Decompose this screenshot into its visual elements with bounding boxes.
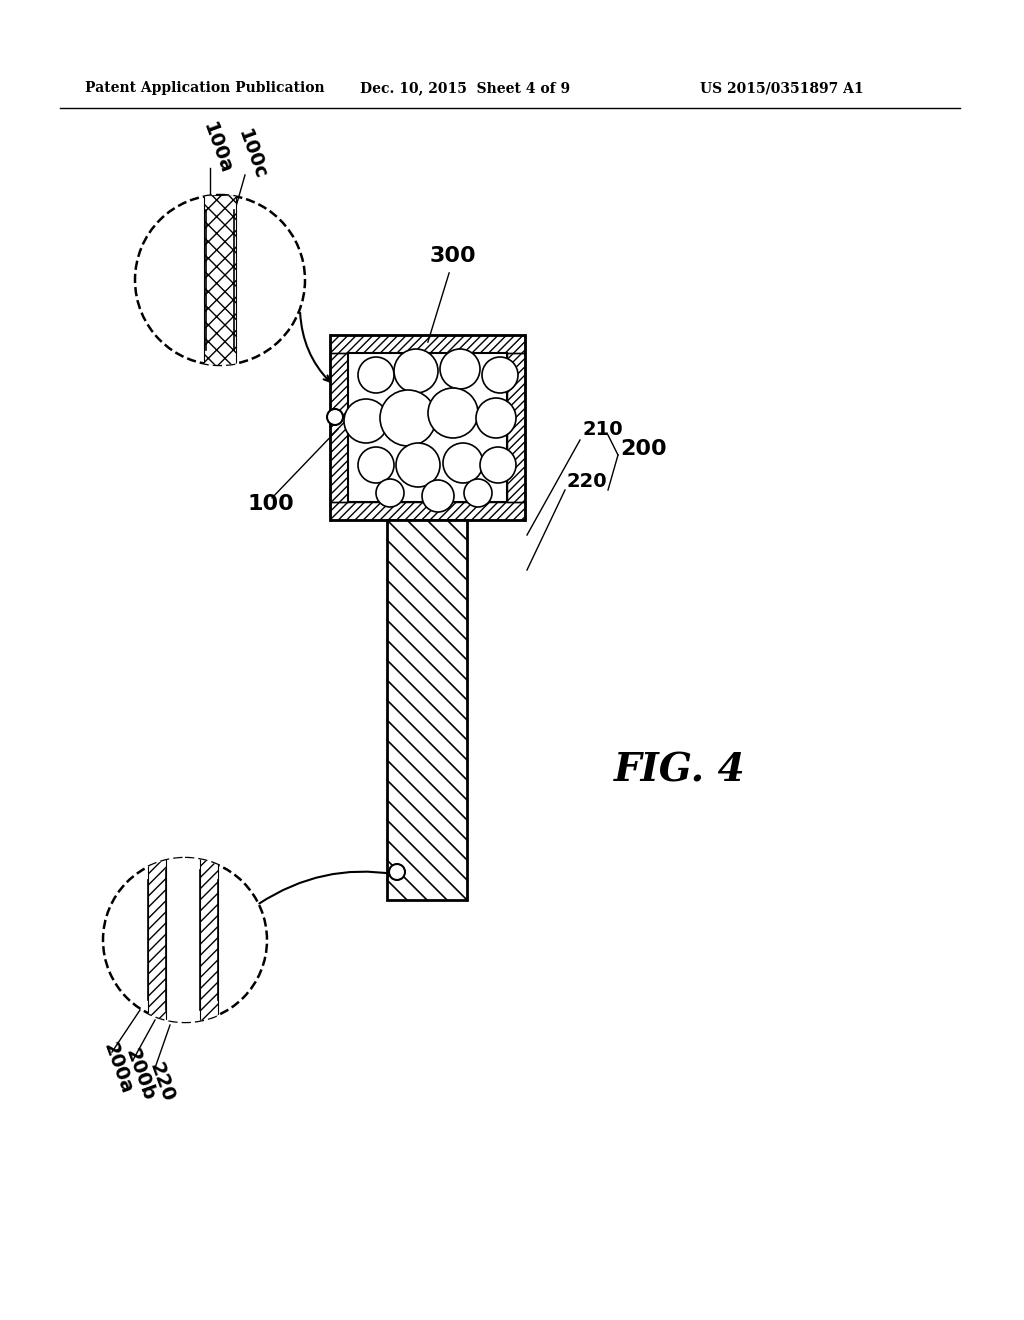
Text: 220: 220 [567,473,607,491]
Circle shape [482,356,518,393]
Circle shape [440,348,480,389]
Text: 200b: 200b [122,1047,158,1104]
Bar [330,352,348,502]
Text: 210: 210 [582,420,623,440]
Text: 100a: 100a [199,120,236,177]
Text: 300: 300 [430,246,476,267]
Bar [200,858,218,1022]
Bar [200,858,218,1022]
Bar [507,352,525,502]
Bar [148,858,166,1022]
Circle shape [327,409,343,425]
Circle shape [480,447,516,483]
Circle shape [396,444,440,487]
Text: Patent Application Publication: Patent Application Publication [85,81,325,95]
Bar [387,520,467,900]
Circle shape [358,447,394,483]
Circle shape [380,389,436,446]
Bar [348,352,507,502]
FancyBboxPatch shape [330,335,525,520]
Bar [148,858,166,1022]
Bar [166,858,200,1022]
Bar [330,502,525,520]
Text: 100c: 100c [234,127,269,182]
Circle shape [135,195,305,366]
Circle shape [422,480,454,512]
Circle shape [389,865,406,880]
Circle shape [428,388,478,438]
Circle shape [344,399,388,444]
Circle shape [476,399,516,438]
Text: US 2015/0351897 A1: US 2015/0351897 A1 [700,81,863,95]
Bar [204,195,236,366]
Circle shape [443,444,483,483]
Text: 100: 100 [248,494,295,513]
Circle shape [464,479,492,507]
Text: FIG. 4: FIG. 4 [614,751,745,789]
Text: Dec. 10, 2015  Sheet 4 of 9: Dec. 10, 2015 Sheet 4 of 9 [360,81,570,95]
Bar [330,335,525,352]
Circle shape [394,348,438,393]
Text: 200: 200 [620,440,667,459]
Circle shape [376,479,404,507]
Circle shape [103,858,267,1022]
Bar [204,195,236,366]
Text: 220: 220 [146,1060,178,1105]
Text: 200a: 200a [100,1040,136,1097]
Circle shape [358,356,394,393]
